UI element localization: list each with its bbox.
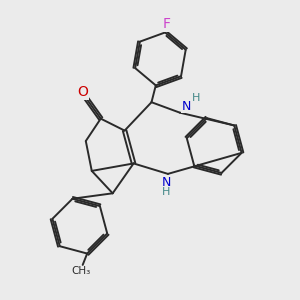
Text: N: N — [162, 176, 171, 189]
Text: H: H — [162, 187, 171, 197]
Text: F: F — [163, 17, 171, 31]
Text: H: H — [192, 93, 200, 103]
Text: CH₃: CH₃ — [72, 266, 91, 277]
Text: O: O — [77, 85, 88, 99]
Text: N: N — [182, 100, 191, 112]
